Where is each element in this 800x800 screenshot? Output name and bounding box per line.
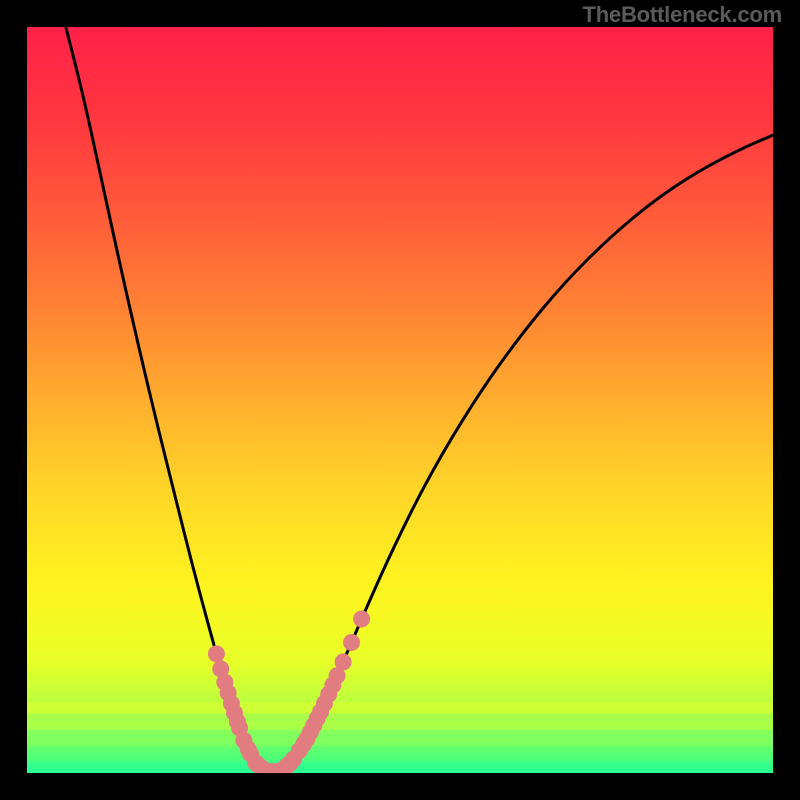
chart-root: TheBottleneck.com xyxy=(0,0,800,800)
curve-marker xyxy=(335,654,352,671)
bottom-band xyxy=(27,737,773,746)
curve-marker xyxy=(343,634,360,651)
bottom-band xyxy=(27,752,773,761)
curve-marker xyxy=(353,610,370,627)
frame-border xyxy=(0,0,27,800)
frame-border xyxy=(0,773,800,800)
bottom-band xyxy=(27,721,773,730)
plot-area xyxy=(27,27,773,773)
bottom-band xyxy=(27,702,773,713)
bottom-band xyxy=(27,764,773,773)
frame-border xyxy=(773,0,800,800)
gradient-background xyxy=(27,27,773,773)
curve-marker xyxy=(208,645,225,662)
watermark-text: TheBottleneck.com xyxy=(582,2,782,28)
